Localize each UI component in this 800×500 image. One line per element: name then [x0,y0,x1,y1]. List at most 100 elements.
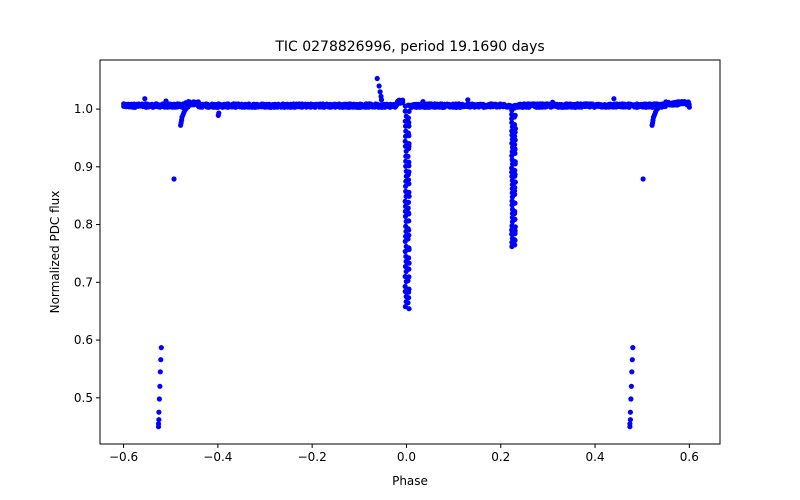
data-point [405,266,411,272]
data-point [171,176,177,182]
data-point [511,105,518,111]
data-point [512,146,518,152]
y-tick-label: 1.0 [74,102,93,116]
x-axis-ticks: −0.6 −0.4 −0.2 0.0 0.2 0.4 0.6 [109,444,699,464]
data-point [156,396,162,402]
y-tick-label: 0.6 [74,333,93,347]
data-point [377,89,383,95]
data-point [405,153,411,159]
data-point [185,104,191,110]
data-point [405,300,411,306]
data-point [550,99,556,105]
data-point [406,289,412,295]
data-point [512,137,518,143]
data-point [406,193,412,199]
data-point [406,260,412,266]
data-point [157,369,163,375]
data-point [611,96,617,102]
data-point [657,104,663,110]
x-tick-label: −0.4 [203,450,232,464]
data-point [465,97,471,103]
data-point [405,278,411,284]
data-point [512,231,518,237]
data-point [376,83,382,89]
data-point [142,96,148,102]
data-point [406,227,412,233]
data-point [627,409,634,415]
x-tick-label: 0.2 [491,450,510,464]
data-point [511,210,518,217]
data-point [406,218,412,224]
y-tick-label: 0.9 [74,160,93,174]
data-point [511,114,517,120]
data-point [157,383,163,389]
data-point [405,115,411,121]
data-point [406,108,412,114]
data-point [628,396,634,402]
data-point [405,236,411,242]
x-tick-label: 0.6 [680,450,699,464]
y-tick-label: 0.5 [74,391,93,405]
plot-frame [99,59,721,445]
y-axis-ticks: 0.5 0.6 0.7 0.8 0.9 1.0 [74,102,100,405]
data-point [406,295,412,301]
data-point [405,199,412,205]
data-point [512,191,518,197]
data-point [512,237,518,243]
data-point [405,171,411,178]
data-point [405,102,411,108]
data-point [512,242,518,248]
data-point [158,345,164,351]
data-point [629,357,635,363]
x-tick-label: 0.4 [586,450,605,464]
x-tick-label: 0.0 [397,450,416,464]
data-point [402,108,408,114]
x-axis-label: Phase [392,474,428,488]
data-point [406,133,412,139]
data-point [400,97,406,103]
y-axis-label: Normalized PDC flux [48,191,62,314]
y-tick-label: 0.7 [74,275,93,289]
data-point [406,146,412,152]
data-point [628,383,635,389]
data-point [155,424,162,430]
x-tick-label: −0.2 [298,450,327,464]
data-point [402,138,408,144]
data-point [406,159,412,165]
data-point [406,306,412,312]
data-point [406,123,412,129]
data-point [512,224,518,230]
data-point [156,417,162,423]
x-tick-label: −0.6 [109,450,138,464]
chart-title: TIC 0278826996, period 19.1690 days [274,39,544,55]
data-point [406,189,412,195]
data-point [405,177,412,183]
data-point [163,98,169,104]
data-point [156,409,162,415]
data-point [629,369,635,375]
data-point [374,75,380,82]
data-point [406,181,412,187]
data-point [630,345,636,351]
data-point [627,417,634,423]
data-point [512,173,518,179]
data-point [402,283,408,290]
data-point [420,99,426,105]
data-point [512,161,518,167]
data-points [121,75,693,430]
data-point [378,97,385,103]
data-point [216,110,222,116]
data-point [406,246,412,253]
data-point [406,163,412,169]
data-point [512,179,518,185]
data-point [640,176,646,182]
data-point [511,216,518,222]
data-point [686,104,693,110]
data-point [627,424,633,430]
y-tick-label: 0.8 [74,218,93,232]
data-point [512,150,518,156]
data-point [406,211,412,217]
data-point [158,357,164,363]
